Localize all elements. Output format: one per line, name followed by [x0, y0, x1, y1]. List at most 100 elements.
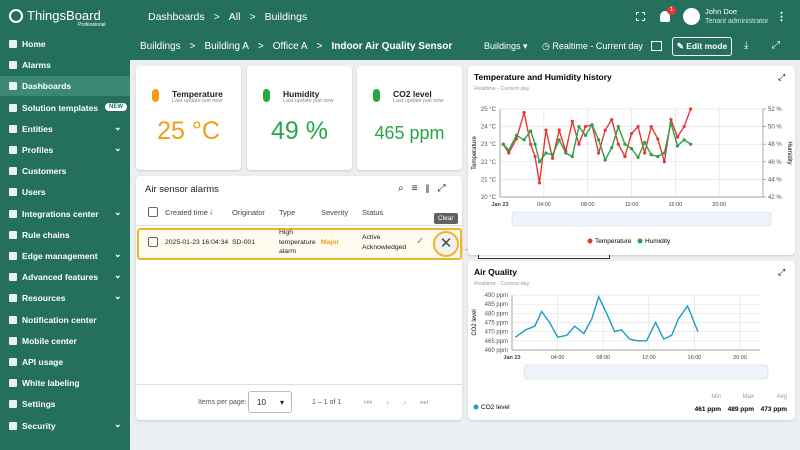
nav-item[interactable]: Resources ⌄	[0, 288, 130, 308]
nav-item[interactable]: Customers	[0, 161, 130, 181]
nav-item[interactable]: White labeling	[0, 373, 130, 393]
fullscreen-icon[interactable]: ⤢	[772, 40, 780, 51]
data-point	[682, 125, 686, 129]
nav-item[interactable]: Alarms	[0, 55, 130, 75]
breadcrumb-item: Building A	[204, 41, 249, 52]
nav-icon	[9, 82, 17, 91]
nav-item[interactable]: Edge management ⌄	[0, 246, 130, 266]
select-all-checkbox[interactable]	[148, 207, 158, 217]
data-point	[577, 125, 581, 129]
nav-item[interactable]: Mobile center	[0, 331, 130, 351]
data-point	[522, 110, 526, 115]
nav-item[interactable]: Notification center	[0, 310, 130, 330]
divider	[136, 384, 462, 385]
card-value: 25 °C	[157, 117, 220, 145]
nav-item[interactable]: Users	[0, 182, 130, 202]
column-header: Severity	[321, 208, 349, 217]
layout-icon[interactable]	[651, 41, 662, 51]
pager-buttons[interactable]: ⏮‹›⏭	[364, 397, 443, 407]
nav-icon	[9, 273, 17, 282]
card-subtitle: Last update just now	[393, 98, 444, 104]
entity-select-text: Buildings	[484, 41, 521, 51]
divider	[136, 225, 462, 226]
user-name: John Doe	[705, 7, 738, 16]
nav-item[interactable]: Entities ⌄	[0, 119, 130, 139]
timewindow[interactable]: ◷ Realtime - Current day	[542, 41, 643, 51]
nav-item[interactable]: Rule chains	[0, 225, 130, 245]
y-tick-label: 490 ppm	[485, 293, 508, 299]
data-point	[669, 121, 673, 125]
nav-item[interactable]: Solution templates NEW	[0, 98, 130, 118]
clear-button[interactable]: ✕	[433, 231, 459, 257]
nav-icon	[9, 315, 17, 324]
y-tick-label: 460 ppm	[485, 348, 508, 354]
y-tick-label: 480 ppm	[485, 311, 508, 317]
separator: >	[316, 41, 323, 52]
x-tick-label: 04:00	[537, 202, 551, 208]
nav-item[interactable]: Profiles ⌄	[0, 140, 130, 160]
data-point	[514, 133, 519, 137]
nav-icon	[9, 336, 17, 345]
nav-label: Mobile center	[22, 335, 77, 346]
data-point	[551, 156, 555, 160]
chevron: ⌄	[114, 270, 122, 281]
avatar[interactable]	[683, 8, 700, 25]
download-icon[interactable]: ⤓	[744, 40, 749, 51]
legend-swatch	[473, 404, 479, 410]
alarm-tools[interactable]: ⌕≡⫴⤢	[398, 183, 454, 194]
edit-mode-button[interactable]: ✎ Edit mode	[672, 37, 732, 56]
data-point	[610, 117, 614, 122]
x-tick-label: 04:00	[551, 355, 565, 361]
cell: 2025-01-23 16:04:34	[165, 239, 229, 246]
card-value: 465 ppm	[374, 123, 445, 143]
timewindow-text: Realtime - Current day	[552, 41, 643, 51]
nav-item[interactable]: API usage	[0, 352, 130, 372]
nav-item[interactable]: Settings	[0, 394, 130, 414]
data-point	[570, 119, 574, 123]
nav-label: Customers	[22, 166, 67, 177]
breadcrumb-item: Indoor Air Quality Sensor	[331, 41, 453, 52]
logo-icon	[9, 9, 23, 23]
nav-icon	[9, 421, 17, 430]
summary-value: 473 ppm	[761, 406, 788, 413]
header-breadcrumb: Dashboards > All > Buildings	[148, 11, 307, 23]
x-tick-label: 12:00	[642, 355, 656, 361]
column-header: Created time	[165, 208, 208, 217]
row-checkbox[interactable]	[148, 237, 158, 247]
nav-item[interactable]: Advanced features ⌄	[0, 267, 130, 287]
data-point	[689, 107, 693, 111]
card-value: 49 %	[271, 117, 328, 145]
data-point	[643, 140, 647, 145]
card-title: CO2 level	[393, 89, 432, 99]
y-axis-title: CO2 level	[472, 309, 478, 335]
notification-icon[interactable]	[660, 11, 670, 22]
data-point	[616, 125, 620, 129]
data-point	[577, 142, 581, 146]
nav-label: Integrations center	[22, 208, 99, 219]
data-point	[629, 132, 634, 136]
data-point	[689, 142, 693, 146]
nav-icon	[9, 379, 17, 388]
nav-label: Entities	[22, 123, 53, 134]
nav-label: Profiles	[22, 145, 54, 155]
alarms-title: Air sensor alarms	[145, 184, 219, 195]
nav-label: Alarms	[22, 60, 51, 71]
separator: >	[189, 41, 196, 52]
fullscreen-icon[interactable]	[636, 12, 645, 21]
data-point	[616, 142, 620, 146]
fullscreen-icon: ⤢	[777, 72, 785, 82]
page-size-select[interactable]: 10 ▾	[248, 391, 292, 413]
chevron: ⌄	[114, 291, 122, 302]
more-icon[interactable]: ⋮	[776, 11, 787, 23]
nav-item[interactable]: Integrations center ⌄	[0, 204, 130, 224]
nav-item[interactable]: Dashboards	[0, 76, 130, 97]
data-point	[507, 151, 511, 155]
nav-item[interactable]: Security ⌄	[0, 416, 130, 436]
data-point	[533, 154, 537, 159]
y2-tick-label: 44 %	[768, 177, 782, 183]
acknowledge-icon[interactable]: ✓	[416, 236, 425, 247]
nav-icon	[9, 103, 17, 112]
sort-icon: ↓	[209, 207, 213, 216]
nav-item[interactable]: Home	[0, 34, 130, 54]
entity-select[interactable]: Buildings ▾	[484, 41, 528, 51]
